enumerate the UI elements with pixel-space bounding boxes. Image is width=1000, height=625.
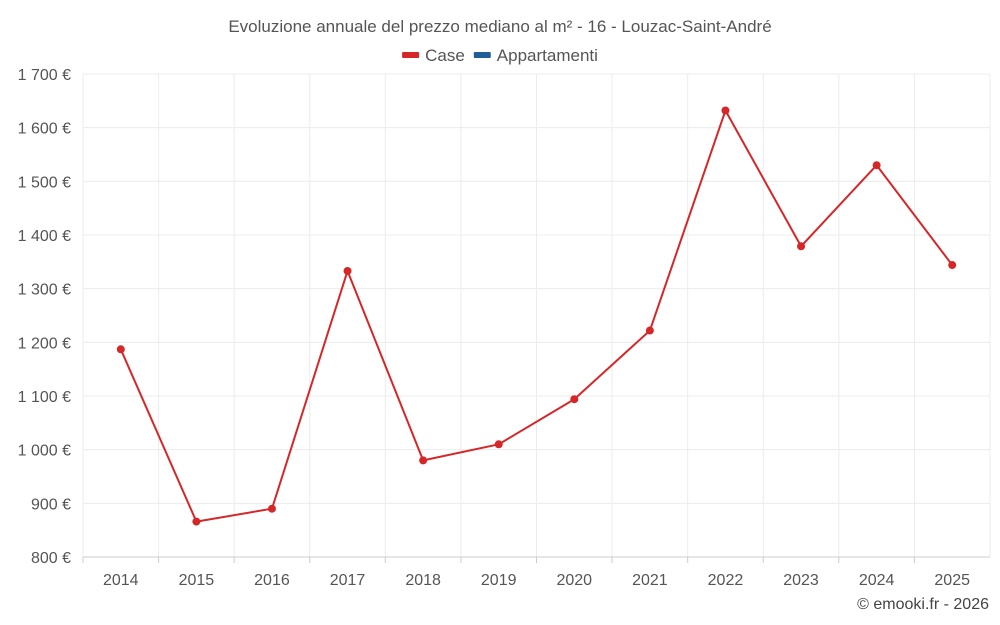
- legend-label: Case: [425, 46, 465, 65]
- legend-label: Appartamenti: [497, 46, 598, 65]
- y-tick-label: 1 500 €: [18, 174, 71, 191]
- x-tick-label: 2015: [179, 572, 215, 589]
- y-tick-label: 900 €: [31, 496, 71, 513]
- data-point[interactable]: [343, 266, 352, 275]
- legend-swatch: [402, 52, 420, 58]
- series-line-case: [119, 109, 954, 523]
- y-tick-label: 1 300 €: [18, 282, 71, 299]
- legend-swatch: [473, 52, 491, 58]
- data-point[interactable]: [192, 517, 201, 526]
- series-layer: [116, 106, 957, 526]
- chart-title: Evoluzione annuale del prezzo mediano al…: [228, 17, 771, 36]
- data-point[interactable]: [721, 106, 730, 115]
- data-point[interactable]: [570, 395, 579, 404]
- data-point[interactable]: [116, 345, 125, 354]
- y-tick-label: 1 700 €: [18, 67, 71, 84]
- x-tick-label: 2020: [556, 572, 592, 589]
- x-tick-label: 2016: [254, 572, 290, 589]
- x-tick-label: 2021: [632, 572, 668, 589]
- y-tick-label: 800 €: [31, 550, 71, 567]
- x-tick-label: 2017: [330, 572, 366, 589]
- x-tick-label: 2018: [405, 572, 441, 589]
- data-point[interactable]: [797, 242, 806, 251]
- x-tick-label: 2022: [708, 572, 744, 589]
- legend-item[interactable]: Appartamenti: [473, 46, 598, 65]
- y-tick-label: 1 200 €: [18, 335, 71, 352]
- legend: Case Appartamenti: [402, 46, 598, 65]
- x-gridlines: [82, 74, 991, 563]
- data-point[interactable]: [419, 456, 428, 465]
- data-point[interactable]: [267, 504, 276, 513]
- x-tick-label: 2019: [481, 572, 517, 589]
- y-tick-label: 1 400 €: [18, 228, 71, 245]
- y-tick-label: 1 600 €: [18, 121, 71, 138]
- credit-text: © emooki.fr - 2026: [857, 596, 989, 613]
- data-point[interactable]: [494, 440, 503, 449]
- x-tick-label: 2025: [934, 572, 970, 589]
- x-tick-label: 2014: [103, 572, 139, 589]
- data-point[interactable]: [872, 161, 881, 170]
- x-tick-label: 2024: [859, 572, 895, 589]
- x-axis-ticks: 2014 2015 2016 2017 2018 2019 2020 2021 2022 2023…: [103, 572, 970, 589]
- y-axis-ticks: 800 € 900 € 1 000 € 1 100 € 1 200 € 1 300 € 1 …: [18, 67, 71, 567]
- y-tick-label: 1 000 €: [18, 443, 71, 460]
- data-point[interactable]: [948, 261, 957, 270]
- y-tick-label: 1 100 €: [18, 389, 71, 406]
- data-point[interactable]: [645, 326, 654, 335]
- x-tick-label: 2023: [783, 572, 819, 589]
- legend-item[interactable]: Case: [402, 46, 465, 65]
